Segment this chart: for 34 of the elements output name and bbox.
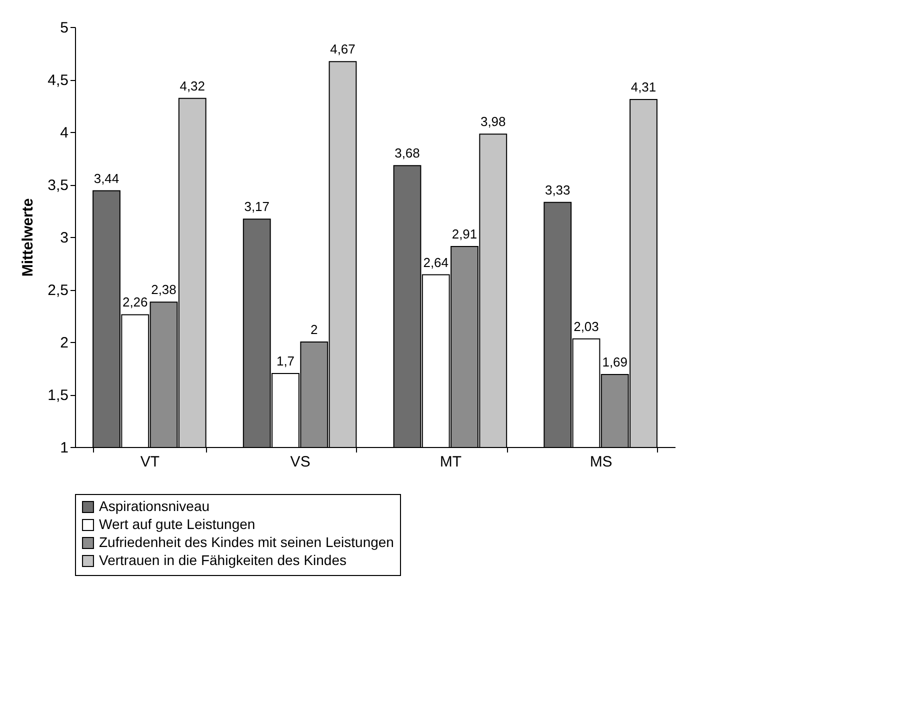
data-label: 2,03	[574, 318, 599, 334]
y-axis-title: Mittelwerte	[20, 198, 37, 277]
data-label: 4,32	[180, 78, 206, 94]
data-label: 4,67	[330, 42, 356, 57]
y-tick-label: 3,5	[48, 177, 68, 194]
data-label: 2,91	[452, 226, 478, 242]
y-tick-label: 4,5	[48, 72, 68, 89]
data-label: 3,17	[244, 199, 270, 214]
x-tick-label: MT	[440, 454, 462, 470]
y-tick-label: 2,5	[48, 282, 68, 299]
data-label: 3,98	[480, 114, 506, 130]
y-tick-label: 2	[60, 334, 68, 352]
legend-label: Wert auf gute Leistungen	[99, 516, 256, 532]
data-label: 2	[310, 322, 318, 337]
x-tick-label: VS	[290, 454, 310, 470]
data-label: 3,44	[94, 170, 120, 186]
y-tick-label: 5	[60, 20, 68, 36]
y-tick-label: 1	[60, 440, 68, 456]
legend-label: Vertrauen in die Fähigkeiten des Kindes	[99, 552, 346, 568]
y-tick-label: 4	[60, 124, 68, 142]
data-label: 2,26	[122, 294, 148, 310]
y-tick-label: 1,5	[48, 387, 68, 404]
data-label: 4,31	[630, 79, 656, 94]
data-label: 1,69	[602, 354, 628, 370]
data-label: 3,33	[544, 182, 570, 198]
legend-label: Zufriedenheit des Kindes mit seinen Leistungen	[99, 534, 394, 550]
data-label: 2,38	[151, 282, 176, 298]
data-label: 3,68	[394, 146, 420, 161]
data-label: 2,64	[423, 254, 449, 270]
data-label: 1,7	[276, 354, 295, 368]
x-tick-label: VT	[140, 454, 160, 470]
x-tick-label: MS	[590, 454, 612, 470]
legend-label: Aspirationsniveau	[99, 498, 210, 514]
y-tick-label: 3	[60, 230, 68, 246]
